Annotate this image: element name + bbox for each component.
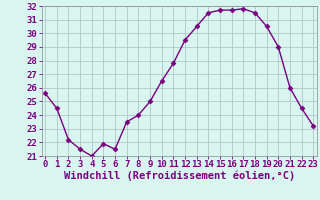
X-axis label: Windchill (Refroidissement éolien,°C): Windchill (Refroidissement éolien,°C) (64, 171, 295, 181)
